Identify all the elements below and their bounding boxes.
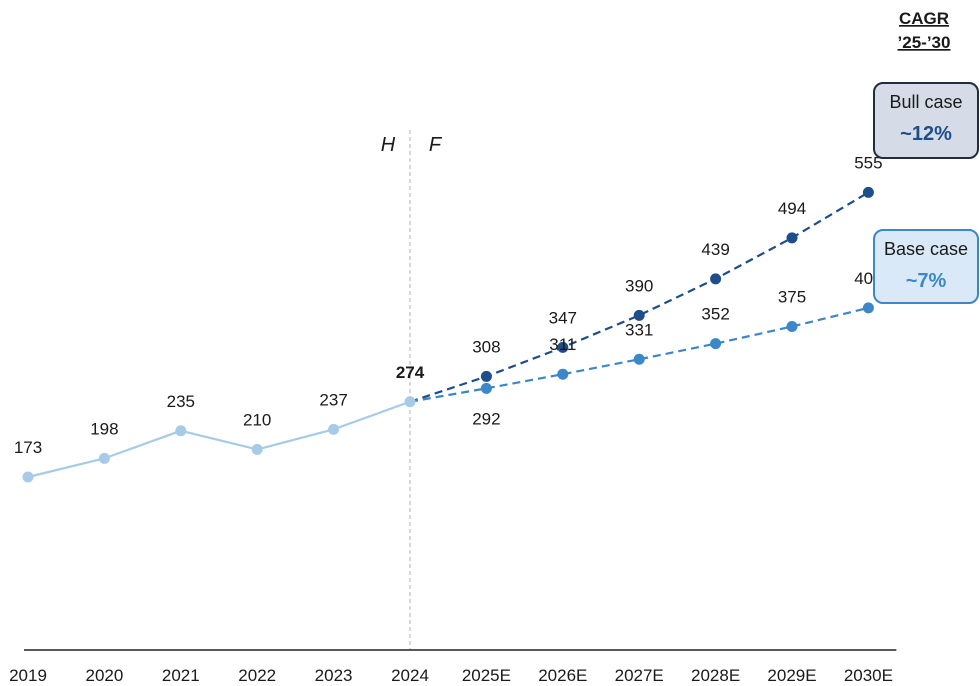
data-label-base-2025E: 292 bbox=[472, 409, 500, 428]
data-label-historical-2024: 274 bbox=[396, 363, 425, 382]
series-lines bbox=[27, 191, 869, 479]
x-tick-label-2024: 2024 bbox=[391, 666, 429, 685]
point-historical-2023 bbox=[328, 423, 340, 435]
x-tick-label-2019: 2019 bbox=[9, 666, 47, 685]
point-historical-2019 bbox=[22, 471, 34, 483]
cagr-panel: CAGR ’25-’30 Bull case ~12% Base case ~7% bbox=[873, 9, 979, 304]
cagr-box-value-base-case: ~7% bbox=[906, 270, 947, 292]
data-label-bull-2028E: 439 bbox=[701, 240, 729, 259]
point-base-2030E bbox=[862, 302, 874, 314]
x-tick-label-2020: 2020 bbox=[85, 666, 123, 685]
x-tick-label-2025E: 2025E bbox=[462, 666, 511, 685]
point-base-2026E bbox=[557, 368, 569, 380]
x-tick-label-2029E: 2029E bbox=[767, 666, 816, 685]
data-label-bull-2025E: 308 bbox=[472, 337, 500, 356]
point-historical-2020 bbox=[98, 452, 110, 464]
cagr-box-bull-case bbox=[873, 82, 979, 159]
x-tick-label-2021: 2021 bbox=[162, 666, 200, 685]
cagr-box-base-case bbox=[873, 229, 979, 304]
series-points bbox=[22, 186, 874, 483]
x-axis: 2019 2020 2021 2022 2023 2024 2025E 2026E 2027E 2… bbox=[9, 649, 897, 685]
x-tick-label-2030E: 2030E bbox=[844, 666, 893, 685]
point-historical-2021 bbox=[175, 425, 187, 437]
x-tick-label-2028E: 2028E bbox=[691, 666, 740, 685]
data-label-base-2026E: 311 bbox=[549, 335, 576, 354]
data-label-historical-2020: 198 bbox=[90, 419, 118, 438]
series-line-historical bbox=[27, 400, 411, 479]
divider-left-label: H bbox=[381, 134, 396, 156]
point-bull-2028E bbox=[710, 273, 722, 285]
point-historical-2024 bbox=[404, 396, 416, 408]
x-tick-label-2026E: 2026E bbox=[538, 666, 587, 685]
data-label-base-2027E: 331 bbox=[625, 320, 653, 339]
point-bull-2025E bbox=[480, 370, 492, 382]
x-tick-label-2023: 2023 bbox=[315, 666, 353, 685]
point-historical-2022 bbox=[251, 443, 263, 455]
point-base-2025E bbox=[480, 382, 492, 394]
data-label-historical-2019: 173 bbox=[14, 438, 42, 457]
data-label-bull-2027E: 390 bbox=[625, 276, 653, 295]
data-label-bull-2026E: 347 bbox=[549, 308, 577, 327]
cagr-box-label-bull-case: Bull case bbox=[889, 92, 962, 112]
point-base-2028E bbox=[710, 338, 722, 350]
cagr-title: CAGR bbox=[899, 9, 949, 28]
data-label-historical-2023: 237 bbox=[319, 390, 347, 409]
point-bull-2029E bbox=[786, 232, 798, 244]
point-base-2027E bbox=[633, 353, 645, 365]
point-bull-2026E bbox=[557, 341, 569, 353]
data-labels: 173 198 235 210 237 274 308 347 390 439 494 555 292 3… bbox=[14, 153, 883, 457]
data-label-base-2028E: 352 bbox=[701, 305, 729, 324]
point-bull-2027E bbox=[633, 309, 645, 321]
cagr-box-value-bull-case: ~12% bbox=[900, 123, 952, 145]
data-label-bull-2030E: 555 bbox=[854, 153, 882, 172]
point-bull-2030E bbox=[862, 186, 874, 198]
x-tick-label-2022: 2022 bbox=[238, 666, 276, 685]
data-label-bull-2029E: 494 bbox=[778, 199, 806, 218]
point-base-2029E bbox=[786, 321, 798, 333]
divider-right-label: F bbox=[429, 134, 443, 156]
cagr-period: ’25-’30 bbox=[898, 33, 951, 52]
data-label-base-2029E: 375 bbox=[778, 288, 806, 307]
data-label-historical-2021: 235 bbox=[167, 392, 195, 411]
data-label-historical-2022: 210 bbox=[243, 410, 271, 429]
cagr-box-label-base-case: Base case bbox=[884, 239, 968, 259]
x-tick-label-2027E: 2027E bbox=[615, 666, 664, 685]
